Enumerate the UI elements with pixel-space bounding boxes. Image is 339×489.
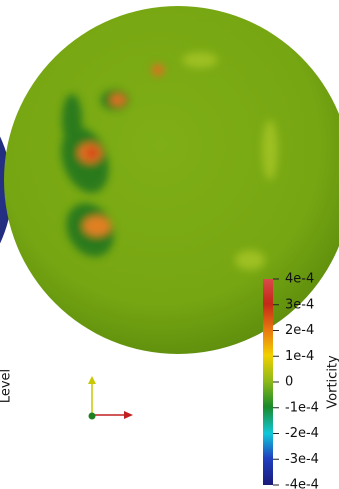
left-label: Level: [0, 369, 14, 403]
vortex-features: [61, 52, 278, 270]
axes-triad: [88, 376, 133, 420]
colorbar: [263, 279, 273, 485]
colorbar-tick-label: -3e-4: [285, 452, 319, 467]
colorbar-tick-label: -1e-4: [285, 400, 319, 415]
colorbar-tick-label: -2e-4: [285, 426, 319, 441]
colorbar-title: Vorticity: [326, 355, 339, 409]
colorbar-tick-label: 3e-4: [285, 297, 314, 312]
colorbar-tick-label: 1e-4: [285, 349, 314, 364]
colorbar-tick-label: 4e-4: [285, 272, 314, 287]
colorbar-tick-label: 2e-4: [285, 323, 314, 338]
colorbar-tick-label: -4e-4: [285, 478, 319, 489]
colorbar-tick-label: 0: [285, 375, 293, 390]
